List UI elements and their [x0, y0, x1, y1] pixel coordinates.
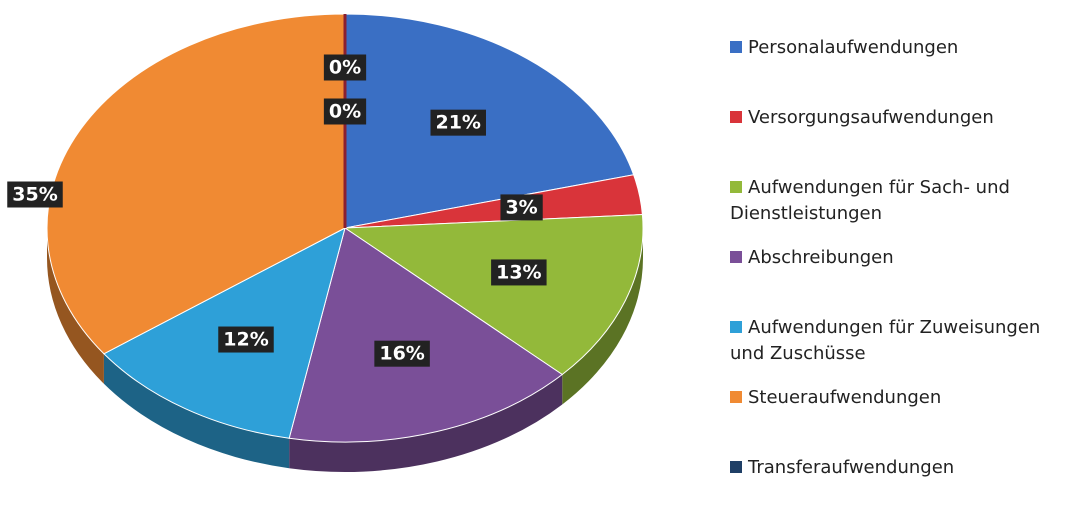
legend-item: Aufwendungen für Sach- und Dienstleistun…: [730, 175, 1080, 227]
data-label-box: [7, 181, 63, 208]
legend-swatch: [730, 181, 742, 193]
chart: 21% 3% 13% 16% 12% 35% 0% 0%: [7, 13, 644, 472]
data-label: 13%: [491, 259, 547, 286]
legend-label: Transferaufwendungen: [748, 457, 955, 478]
legend-label: Personalaufwendungen: [748, 37, 959, 58]
legend-item: Steueraufwendungen: [730, 385, 1080, 411]
data-label-box: [491, 259, 547, 286]
legend-label: Abschreibungen: [748, 247, 894, 268]
slice-side: [562, 228, 643, 405]
data-label-text: 13%: [496, 261, 541, 283]
data-label: 12%: [218, 326, 274, 353]
data-label-text: 35%: [12, 184, 57, 206]
data-label-text: 0%: [329, 101, 361, 123]
slice-side: [289, 374, 563, 472]
legend-item: Versorgungsaufwendungen: [730, 105, 1080, 131]
data-label-box: [430, 109, 486, 136]
data-label-text: 0%: [329, 57, 361, 79]
slice-side: [103, 353, 290, 469]
legend-swatch: [730, 391, 742, 403]
slice-side: [47, 228, 104, 384]
legend-swatch: [730, 41, 742, 53]
data-label: 3%: [500, 194, 543, 221]
slice: [344, 13, 635, 229]
legend-label: Versorgungsaufwendungen: [748, 107, 994, 128]
data-label-text: 3%: [505, 196, 537, 218]
legend-swatch: [730, 111, 742, 123]
data-label-text: 12%: [223, 329, 268, 351]
slice: [288, 227, 564, 443]
data-label-box: [218, 326, 274, 353]
legend-item: Personalaufwendungen: [730, 35, 1080, 61]
legend-item: Aufwendungen für Zuweisungen und Zuschüs…: [730, 315, 1080, 367]
data-label-box: [500, 194, 543, 221]
legend-item: Abschreibungen: [730, 245, 1080, 271]
legend-label: Steueraufwendungen: [748, 387, 942, 408]
data-label-box: [374, 340, 430, 367]
data-label: 0%: [323, 54, 367, 81]
legend-swatch: [730, 321, 742, 333]
data-label-box: [323, 54, 367, 81]
data-label: 0%: [323, 98, 367, 125]
legend-label: Aufwendungen für Zuweisungen und Zuschüs…: [730, 317, 1041, 364]
data-label: 16%: [374, 340, 430, 367]
legend-swatch: [730, 251, 742, 263]
data-label-box: [323, 98, 367, 125]
legend-item: Transferaufwendungen: [730, 455, 1080, 481]
slice: [46, 13, 346, 355]
data-label-text: 16%: [379, 343, 424, 365]
data-label: 21%: [430, 109, 486, 136]
slice: [343, 214, 644, 376]
legend-label: Aufwendungen für Sach- und Dienstleistun…: [730, 177, 1010, 224]
data-label: 35%: [7, 181, 63, 208]
legend-swatch: [730, 461, 742, 473]
data-label-text: 21%: [435, 112, 480, 134]
